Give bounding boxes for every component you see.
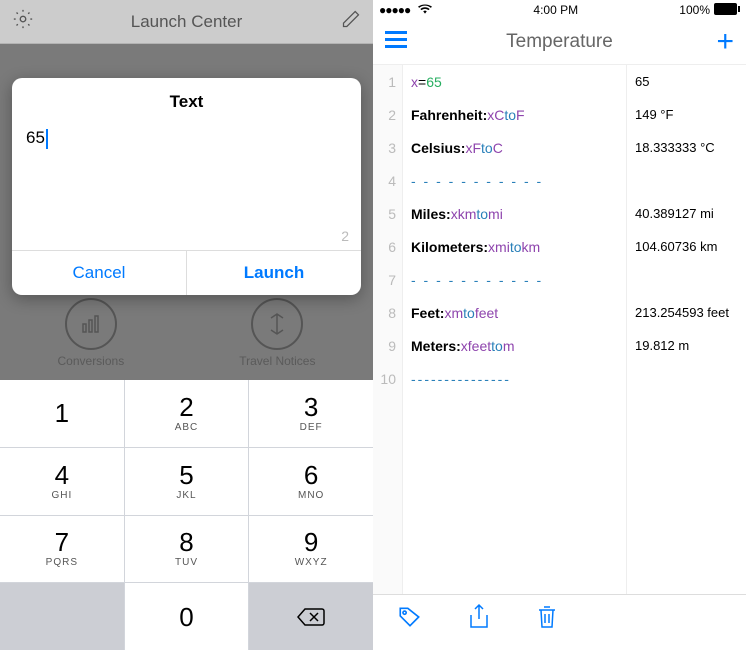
status-bar: ●●●●● 4:00 PM 100%: [373, 0, 746, 20]
tag-icon[interactable]: [397, 604, 423, 635]
result-line: 19.812 m: [635, 329, 746, 362]
keypad-key-blank: [0, 583, 124, 650]
signal-dots-icon: ●●●●●: [379, 3, 410, 17]
battery-icon: [714, 3, 740, 18]
modal-input-value: 65: [26, 128, 45, 147]
status-time: 4:00 PM: [533, 3, 578, 17]
result-line: 18.333333 °C: [635, 131, 746, 164]
numeric-keypad: 12ABC3DEF 4GHI5JKL6MNO 7PQRS8TUV9WXYZ0: [0, 380, 373, 650]
line-number: 9: [373, 329, 396, 362]
keypad-key-7[interactable]: 7PQRS: [0, 516, 124, 583]
result-line: [635, 362, 746, 395]
modal-title: Text: [12, 78, 361, 120]
text-modal: Text 65 2 Cancel Launch: [12, 78, 361, 295]
code-line[interactable]: Celsius: x F to C: [411, 131, 626, 164]
keypad-key-1[interactable]: 1: [0, 380, 124, 447]
code-line[interactable]: Kilometers: x mi to km: [411, 230, 626, 263]
result-line: [635, 263, 746, 296]
line-number: 4: [373, 164, 396, 197]
code-line[interactable]: - - - - - - - - - - -: [411, 164, 626, 197]
wifi-icon: [418, 3, 432, 17]
line-gutter: 12345678910: [373, 65, 403, 594]
nav-bar: Temperature +: [373, 20, 746, 64]
line-number: 10: [373, 362, 396, 395]
keypad-key-3[interactable]: 3DEF: [249, 380, 373, 447]
code-line[interactable]: ---------------: [411, 362, 626, 395]
battery-pct: 100%: [679, 3, 710, 17]
modal-buttons: Cancel Launch: [12, 250, 361, 295]
keypad-key-0[interactable]: 0: [125, 583, 249, 650]
text-cursor: [46, 129, 48, 149]
code-line[interactable]: - - - - - - - - - - -: [411, 263, 626, 296]
temperature-phone: ●●●●● 4:00 PM 100% Temperature + 1234567…: [373, 0, 746, 650]
launch-center-phone: Launch Center Conversions Travel Notices…: [0, 0, 373, 650]
result-line: 104.60736 km: [635, 230, 746, 263]
line-number: 5: [373, 197, 396, 230]
share-icon[interactable]: [467, 603, 491, 636]
hamburger-icon[interactable]: [385, 28, 407, 56]
cancel-button[interactable]: Cancel: [12, 251, 187, 295]
line-number: 7: [373, 263, 396, 296]
line-number: 8: [373, 296, 396, 329]
code-line[interactable]: x = 65: [411, 65, 626, 98]
launch-button[interactable]: Launch: [187, 251, 361, 295]
line-number: 2: [373, 98, 396, 131]
result-line: 149 °F: [635, 98, 746, 131]
trash-icon[interactable]: [535, 604, 559, 635]
keypad-key-4[interactable]: 4GHI: [0, 448, 124, 515]
line-number: 3: [373, 131, 396, 164]
char-count: 2: [341, 228, 349, 244]
modal-input-area[interactable]: 65 2: [12, 120, 361, 250]
code-line[interactable]: Miles: x km to mi: [411, 197, 626, 230]
code-column[interactable]: x = 65Fahrenheit: x C to FCelsius: x F t…: [403, 65, 626, 594]
result-line: 40.389127 mi: [635, 197, 746, 230]
keypad-delete[interactable]: [249, 583, 373, 650]
keypad-key-9[interactable]: 9WXYZ: [249, 516, 373, 583]
result-line: [635, 164, 746, 197]
result-line: 65: [635, 65, 746, 98]
line-number: 6: [373, 230, 396, 263]
code-line[interactable]: Feet: x m to feet: [411, 296, 626, 329]
editor[interactable]: 12345678910 x = 65Fahrenheit: x C to FCe…: [373, 64, 746, 594]
nav-title: Temperature: [506, 31, 613, 53]
result-column: 65149 °F18.333333 °C 40.389127 mi104.6073…: [626, 65, 746, 594]
keypad-key-8[interactable]: 8TUV: [125, 516, 249, 583]
keypad-key-6[interactable]: 6MNO: [249, 448, 373, 515]
keypad-key-5[interactable]: 5JKL: [125, 448, 249, 515]
result-line: 213.254593 feet: [635, 296, 746, 329]
keypad-key-2[interactable]: 2ABC: [125, 380, 249, 447]
line-number: 1: [373, 65, 396, 98]
bottom-toolbar: [373, 594, 746, 644]
code-line[interactable]: Fahrenheit: x C to F: [411, 98, 626, 131]
code-line[interactable]: Meters: x feet to m: [411, 329, 626, 362]
plus-icon[interactable]: +: [716, 25, 734, 59]
